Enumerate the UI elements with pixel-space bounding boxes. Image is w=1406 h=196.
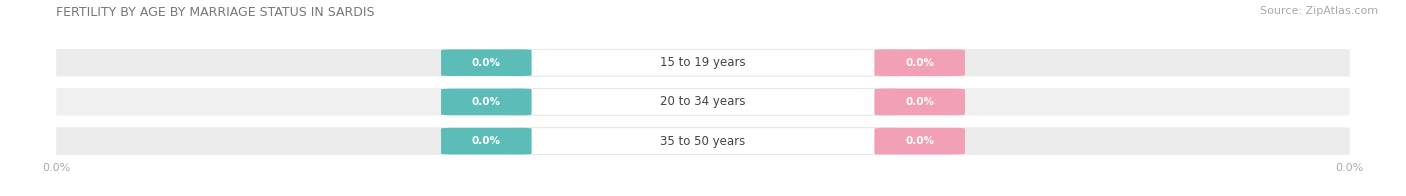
Text: 15 to 19 years: 15 to 19 years	[661, 56, 745, 69]
FancyBboxPatch shape	[875, 89, 965, 115]
Text: 0.0%: 0.0%	[472, 136, 501, 146]
FancyBboxPatch shape	[509, 89, 897, 115]
FancyBboxPatch shape	[441, 128, 531, 154]
FancyBboxPatch shape	[56, 127, 1350, 155]
Text: FERTILITY BY AGE BY MARRIAGE STATUS IN SARDIS: FERTILITY BY AGE BY MARRIAGE STATUS IN S…	[56, 6, 375, 19]
FancyBboxPatch shape	[441, 49, 531, 76]
Text: Source: ZipAtlas.com: Source: ZipAtlas.com	[1260, 6, 1378, 16]
Text: 20 to 34 years: 20 to 34 years	[661, 95, 745, 108]
FancyBboxPatch shape	[56, 49, 1350, 76]
Text: 0.0%: 0.0%	[905, 58, 934, 68]
FancyBboxPatch shape	[441, 89, 531, 115]
FancyBboxPatch shape	[509, 128, 897, 154]
Text: 0.0%: 0.0%	[905, 97, 934, 107]
Text: 0.0%: 0.0%	[472, 97, 501, 107]
Text: 35 to 50 years: 35 to 50 years	[661, 135, 745, 148]
FancyBboxPatch shape	[875, 49, 965, 76]
FancyBboxPatch shape	[875, 128, 965, 154]
FancyBboxPatch shape	[509, 49, 897, 76]
FancyBboxPatch shape	[56, 88, 1350, 116]
Text: 0.0%: 0.0%	[905, 136, 934, 146]
Text: 0.0%: 0.0%	[472, 58, 501, 68]
